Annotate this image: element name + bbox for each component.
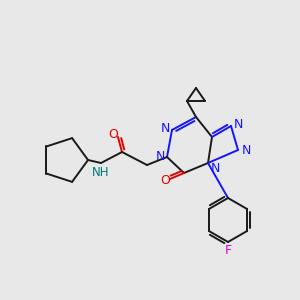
Text: N: N xyxy=(155,151,165,164)
Text: N: N xyxy=(233,118,243,131)
Text: N: N xyxy=(160,122,170,136)
Text: O: O xyxy=(108,128,118,140)
Text: N: N xyxy=(210,161,220,175)
Text: NH: NH xyxy=(92,166,110,178)
Text: N: N xyxy=(241,143,251,157)
Text: O: O xyxy=(160,175,170,188)
Text: F: F xyxy=(224,244,232,257)
